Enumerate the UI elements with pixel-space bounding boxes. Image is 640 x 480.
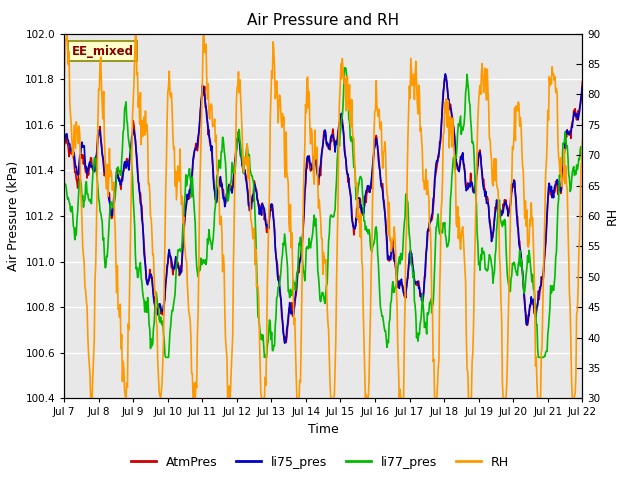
Legend: AtmPres, li75_pres, li77_pres, RH: AtmPres, li75_pres, li77_pres, RH [125, 451, 515, 474]
X-axis label: Time: Time [308, 423, 339, 436]
Y-axis label: Air Pressure (kPa): Air Pressure (kPa) [6, 161, 20, 271]
Title: Air Pressure and RH: Air Pressure and RH [247, 13, 399, 28]
Text: EE_mixed: EE_mixed [72, 45, 134, 58]
Y-axis label: RH: RH [606, 207, 619, 225]
